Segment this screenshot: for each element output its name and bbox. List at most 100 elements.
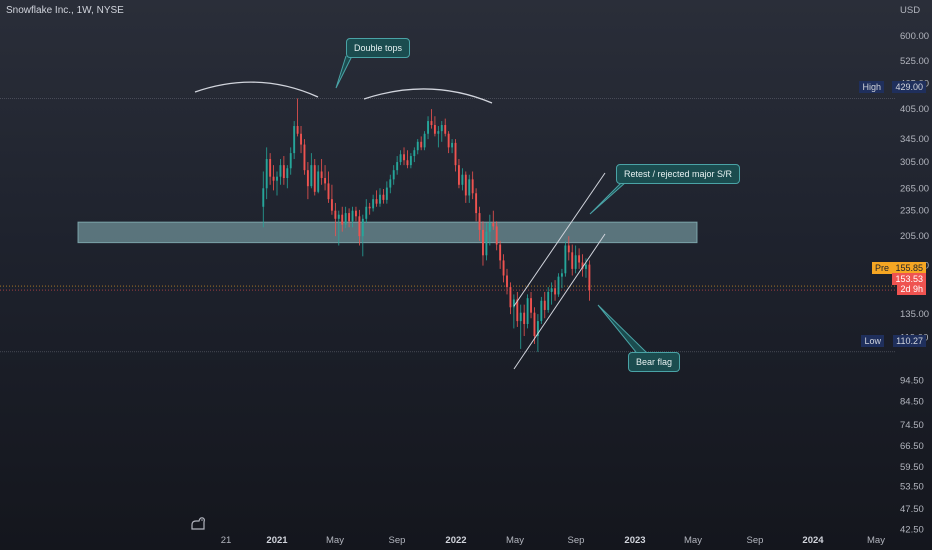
support-resistance-zone: [77, 221, 698, 244]
candle-body: [272, 176, 275, 181]
candle-body: [567, 245, 570, 253]
candle-body: [457, 165, 460, 185]
candle-body: [461, 174, 464, 185]
x-tick-label: Sep: [389, 535, 406, 546]
candle-body: [423, 133, 426, 148]
annotation-bear-flag[interactable]: Bear flag: [628, 352, 681, 372]
candle-body: [310, 165, 313, 187]
candle-body: [437, 131, 440, 134]
candle-body: [506, 275, 508, 288]
x-tick-label: May: [506, 535, 524, 546]
x-tick-label: May: [684, 535, 702, 546]
candle-body: [557, 276, 560, 295]
candle-body: [389, 179, 392, 188]
candle-body: [379, 194, 381, 204]
candle-body: [499, 244, 502, 261]
candle-body: [471, 179, 474, 194]
candle-body: [317, 171, 320, 192]
candle-body: [293, 126, 296, 154]
candle-body: [420, 141, 423, 148]
candle-body: [300, 133, 302, 145]
candle-body: [578, 255, 581, 263]
candle-body: [512, 299, 515, 308]
candle-body: [533, 312, 536, 337]
candle-body: [536, 321, 539, 337]
candle-body: [482, 229, 484, 256]
channel-upper-line: [513, 172, 606, 307]
candle-body: [286, 168, 289, 179]
candle-body: [585, 264, 587, 269]
last-price-tag: 153.53: [892, 273, 926, 285]
candle-body: [588, 264, 591, 291]
x-tick-label: Sep: [568, 535, 585, 546]
candle-body: [348, 213, 351, 222]
candle-body: [276, 176, 278, 181]
candle-body: [550, 288, 553, 292]
candle-body: [543, 300, 546, 310]
candle-body: [427, 121, 429, 134]
candle-body: [399, 154, 402, 163]
annotation-retest-rejected[interactable]: Retest / rejected major S/R: [616, 164, 741, 184]
candle-body: [488, 222, 491, 232]
candle-body: [492, 222, 495, 227]
candle-body: [306, 170, 309, 187]
candle-body: [519, 312, 522, 322]
candle-body: [478, 213, 481, 230]
candle-body: [554, 288, 557, 295]
candle-body: [416, 141, 419, 151]
candle-body: [447, 133, 450, 148]
candle-body: [282, 165, 285, 179]
candle-body: [495, 226, 498, 245]
candle-body: [440, 125, 443, 132]
pre-value-tag: 155.85: [892, 262, 926, 274]
candle-body: [574, 255, 577, 269]
x-tick-label: 2022: [445, 535, 466, 546]
y-tick-label: 205.00: [900, 231, 929, 242]
y-tick-label: 305.00: [900, 157, 929, 168]
candle-body: [475, 193, 478, 214]
candle-body: [526, 298, 529, 324]
candle-body: [341, 214, 344, 225]
candle-body: [365, 206, 368, 219]
candle-body: [547, 291, 550, 310]
tradingview-logo-icon[interactable]: [190, 515, 208, 531]
y-tick-label: 47.50: [900, 504, 924, 515]
retest-pointer: [589, 181, 627, 215]
candle-body: [516, 299, 519, 322]
candle-body: [444, 125, 447, 134]
pre-label-tag: Pre: [871, 262, 892, 274]
axis-currency-label: USD: [900, 5, 920, 16]
candle-body: [509, 287, 512, 308]
x-tick-label: Sep: [747, 535, 764, 546]
y-tick-label: 94.50: [900, 376, 924, 387]
candle-body: [372, 199, 375, 209]
candle-body: [530, 298, 532, 313]
candle-body: [502, 260, 505, 276]
x-tick-label: 2021: [266, 535, 288, 546]
candle-body: [540, 300, 543, 322]
candle-body: [324, 178, 327, 184]
low-label-tag: Low: [861, 335, 884, 347]
double-tops-pointer: [335, 55, 353, 89]
candle-body: [560, 273, 563, 277]
annotation-double-tops[interactable]: Double tops: [346, 38, 411, 58]
candle-body: [433, 125, 436, 134]
y-tick-label: 42.50: [900, 525, 924, 536]
y-tick-label: 235.00: [900, 206, 929, 217]
x-tick-label: May: [867, 535, 885, 546]
candle-body: [289, 153, 292, 169]
candle-body: [385, 187, 388, 200]
high-value-tag: 429.00: [892, 81, 926, 93]
candle-body: [468, 179, 471, 196]
y-tick-label: 66.50: [900, 441, 924, 452]
high-label-tag: High: [859, 81, 884, 93]
candle-body: [330, 199, 333, 211]
y-tick-label: 405.00: [900, 104, 929, 115]
y-tick-label: 600.00: [900, 31, 929, 42]
candle-body: [361, 218, 364, 237]
candle-body: [571, 252, 574, 269]
candle-body: [485, 231, 488, 256]
y-tick-label: 74.50: [900, 420, 924, 431]
candle-body: [358, 216, 361, 237]
